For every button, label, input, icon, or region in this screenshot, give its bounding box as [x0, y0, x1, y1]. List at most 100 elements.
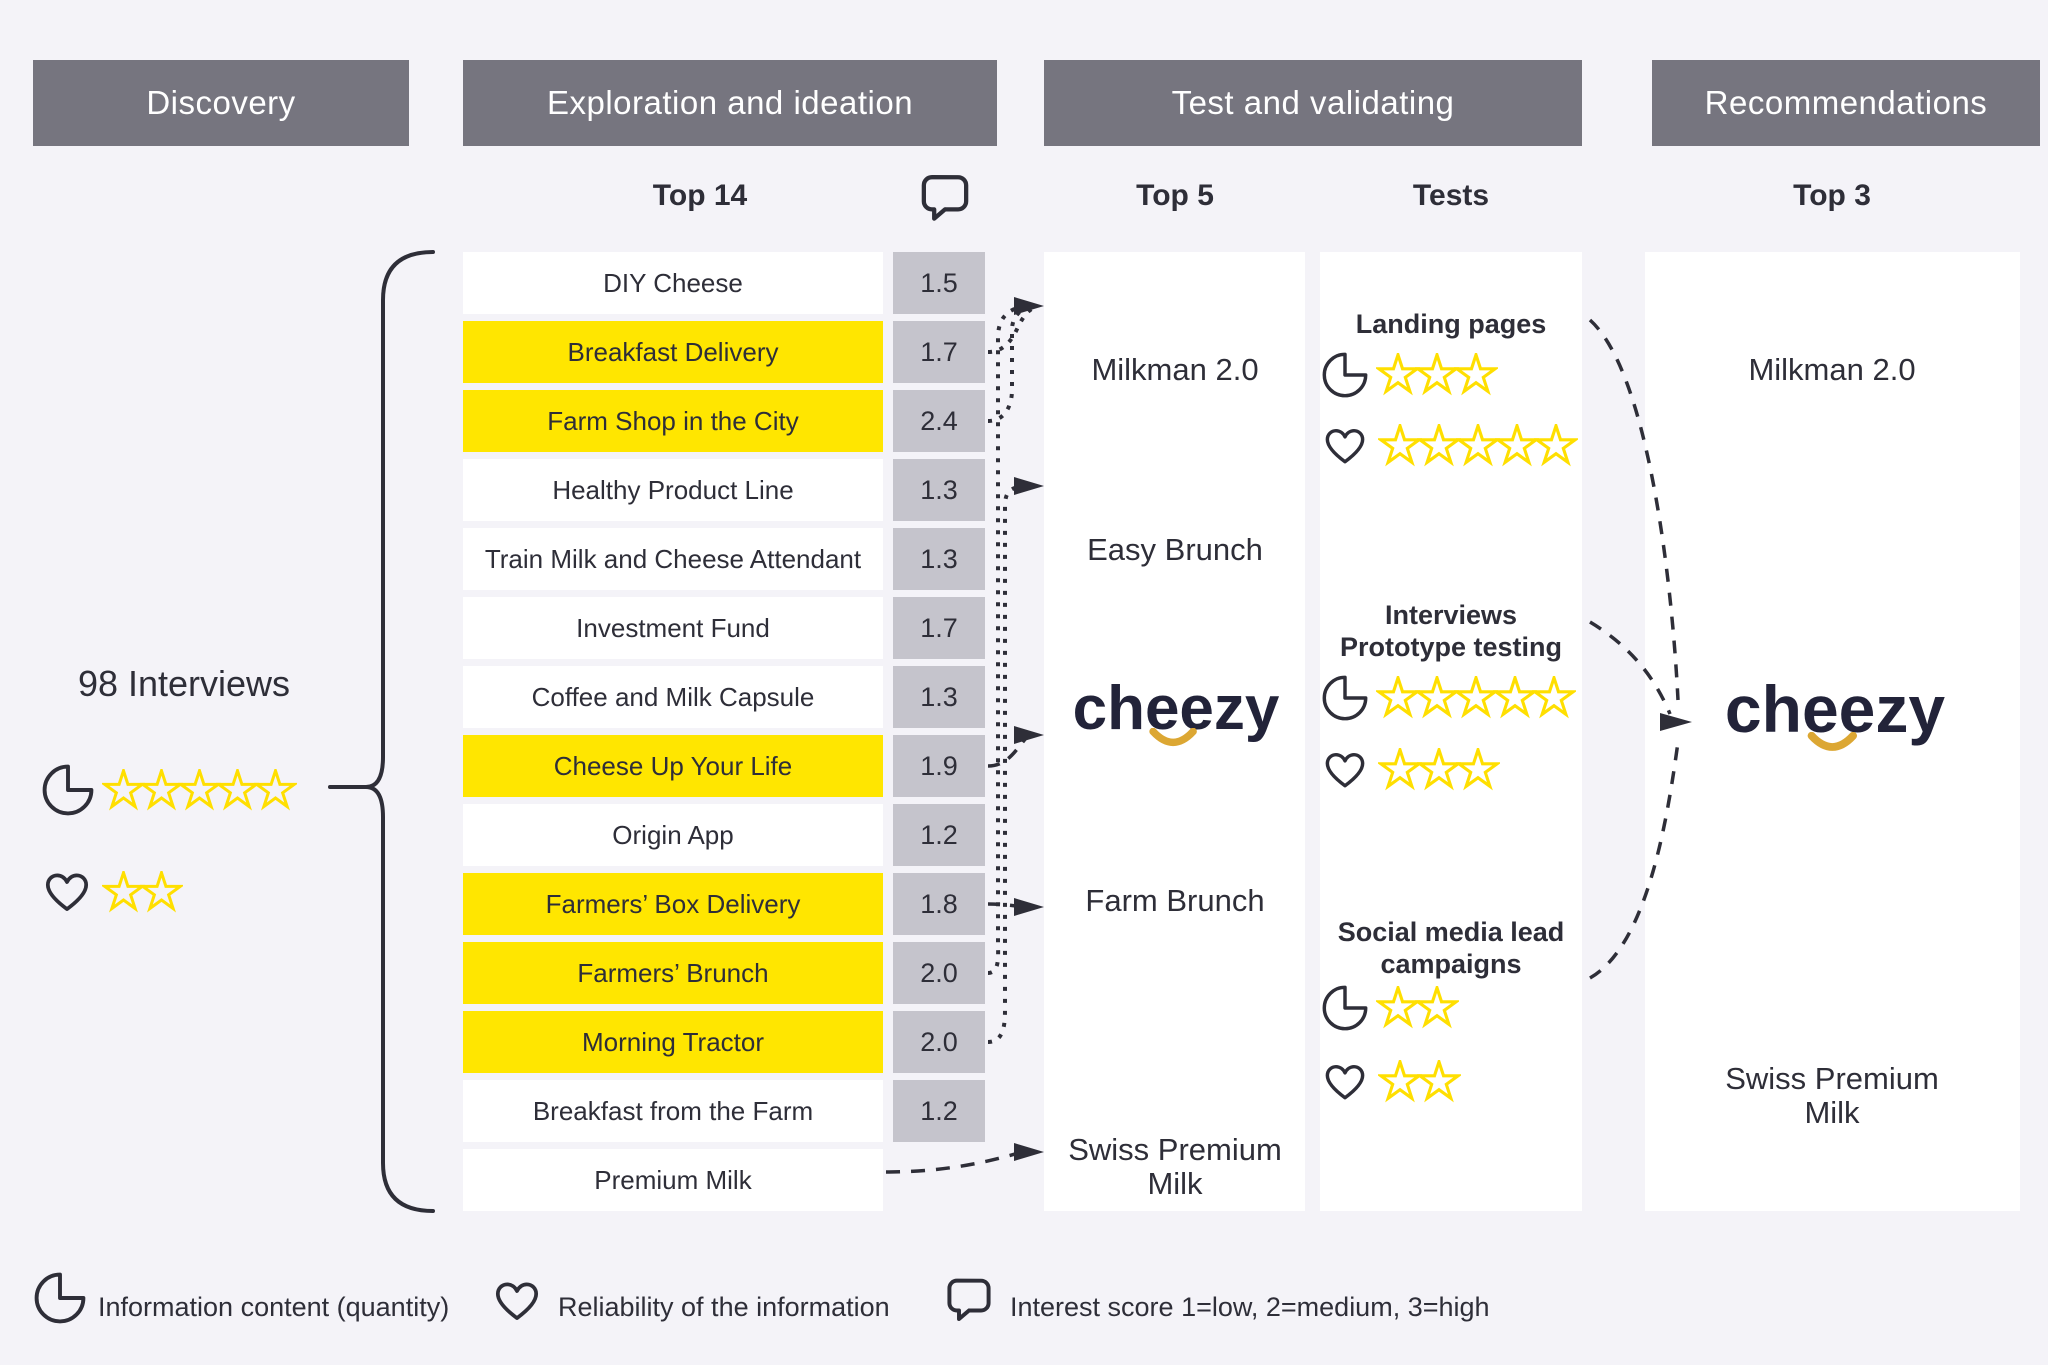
- top14-label: Top 14: [652, 179, 748, 212]
- tests-label: Tests: [1412, 179, 1490, 212]
- interviews-count: 98 Interviews: [77, 663, 291, 704]
- stage-header-exploration: Exploration and ideation: [463, 60, 997, 146]
- star-icon: [1417, 424, 1461, 467]
- top5-item: Farm Brunch: [1085, 883, 1265, 918]
- stage-header-discovery: Discovery: [33, 60, 409, 146]
- top5-item: Easy Brunch: [1087, 532, 1263, 567]
- reliability-rating: [1320, 746, 1500, 794]
- interest-score: 1.5: [893, 252, 985, 314]
- star-icon: [140, 768, 183, 810]
- legend-interest-score-label: Interest score 1=low, 2=medium, 3=high: [1010, 1292, 1490, 1322]
- idea-row: Healthy Product Line: [463, 459, 883, 521]
- connector-farmers-brunch: [987, 304, 1027, 975]
- star-icon: [140, 870, 183, 912]
- interest-score: 1.9: [893, 735, 985, 797]
- star-icon: [1378, 748, 1422, 791]
- star-icon: [1456, 424, 1500, 467]
- star-icon: [102, 870, 145, 912]
- interest-score: 1.3: [893, 528, 985, 590]
- interest-score: 1.2: [893, 1080, 985, 1142]
- idea-row: Breakfast Delivery: [463, 321, 883, 383]
- connector-farmers-box: [987, 902, 1027, 909]
- top5-item: Swiss Premium Milk: [1068, 1132, 1282, 1201]
- star-icon: [1376, 676, 1420, 719]
- arrowhead-cheezy: [1014, 726, 1044, 744]
- star-icon: [1417, 1060, 1461, 1103]
- star-icon: [1415, 676, 1459, 719]
- information-rating: [1322, 674, 1576, 722]
- test-title: Landing pages: [1355, 309, 1547, 339]
- star-icon: [1378, 424, 1422, 467]
- star-icon: [1454, 353, 1498, 396]
- pie-icon: [34, 1272, 86, 1324]
- arrowhead-farm-brunch: [1014, 898, 1044, 916]
- interest-score: 1.8: [893, 873, 985, 935]
- idea-row: Premium Milk: [463, 1149, 883, 1211]
- cheezy-logo: cheezy: [1725, 676, 1945, 752]
- star-icon: [1493, 676, 1537, 719]
- reliability-rating: [1320, 1058, 1461, 1106]
- pie-icon: [42, 764, 94, 816]
- star-icon: [1376, 353, 1420, 396]
- star-rating: [1376, 676, 1576, 720]
- heart-icon: [1320, 1059, 1370, 1105]
- top3-panel: [1645, 252, 2020, 1211]
- legend-information-label: Information content (quantity): [98, 1292, 450, 1322]
- star-icon: [1415, 353, 1459, 396]
- star-icon: [1417, 748, 1461, 791]
- interest-score: 1.7: [893, 597, 985, 659]
- interest-score: 2.0: [893, 942, 985, 1004]
- connector-morning-tractor: [987, 484, 1027, 1044]
- test-title: Interviews Prototype testing: [1339, 600, 1562, 662]
- star-rating: [102, 768, 297, 812]
- star-icon: [1495, 424, 1539, 467]
- idea-row: Farmers’ Box Delivery: [463, 873, 883, 935]
- connector-premium-milk: [885, 1150, 1023, 1174]
- cheezy-logo-text: cheezy: [1072, 674, 1280, 743]
- arrowhead-easy-brunch: [1014, 477, 1044, 495]
- star-icon: [1534, 424, 1578, 467]
- star-rating: [102, 870, 183, 914]
- heart-icon: [40, 867, 94, 917]
- heart-icon: [490, 1276, 544, 1326]
- star-icon: [102, 768, 145, 810]
- top3-label: Top 3: [1793, 179, 1871, 212]
- top3-item: Swiss Premium Milk: [1725, 1061, 1939, 1130]
- top5-label: Top 5: [1136, 179, 1214, 212]
- connector-farm-shop: [987, 304, 1035, 423]
- idea-row: Cheese Up Your Life: [463, 735, 883, 797]
- star-icon: [1378, 1060, 1422, 1103]
- cheezy-smile-icon: [1807, 732, 1858, 751]
- idea-row: Coffee and Milk Capsule: [463, 666, 883, 728]
- stage-header-test-validating: Test and validating: [1044, 60, 1582, 146]
- tests-panel: [1320, 252, 1582, 1211]
- heart-icon: [1320, 747, 1370, 793]
- cheezy-logo: cheezy: [1073, 678, 1279, 752]
- top5-panel: [1044, 252, 1305, 1211]
- idea-row: Morning Tractor: [463, 1011, 883, 1073]
- star-icon: [1415, 986, 1459, 1029]
- top3-item: Milkman 2.0: [1748, 352, 1916, 387]
- idea-row: Train Milk and Cheese Attendant: [463, 528, 883, 590]
- reliability-rating: [40, 868, 183, 916]
- star-rating: [1378, 1060, 1461, 1104]
- information-rating: [1322, 984, 1459, 1032]
- star-icon: [1456, 748, 1500, 791]
- legend-reliability-label: Reliability of the information: [558, 1292, 890, 1322]
- idea-row: Investment Fund: [463, 597, 883, 659]
- pie-icon: [1322, 352, 1368, 398]
- star-icon: [1376, 986, 1420, 1029]
- idea-row: DIY Cheese: [463, 252, 883, 314]
- interest-score: 2.4: [893, 390, 985, 452]
- idea-row: Farm Shop in the City: [463, 390, 883, 452]
- star-rating: [1378, 424, 1578, 468]
- top5-item: Milkman 2.0: [1091, 352, 1259, 387]
- idea-row: Farmers’ Brunch: [463, 942, 883, 1004]
- interest-score: 2.0: [893, 1011, 985, 1073]
- speech-bubble-icon: [944, 1272, 994, 1326]
- star-icon: [1532, 676, 1576, 719]
- arrowhead-milkman: [1014, 297, 1044, 315]
- speech-bubble-icon: [918, 168, 972, 226]
- pie-icon: [1322, 675, 1368, 721]
